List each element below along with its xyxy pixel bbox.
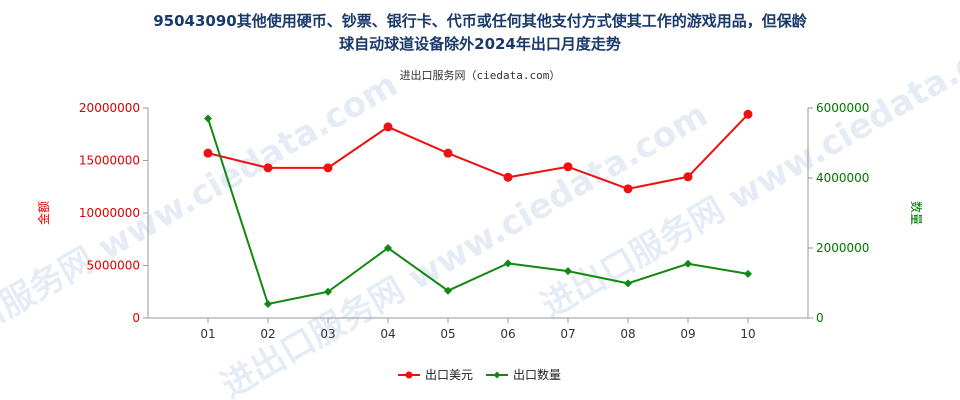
y-axis-right-label: 数量 (909, 201, 924, 225)
data-point-quantity (324, 287, 332, 296)
data-point-quantity (564, 267, 572, 276)
data-point-usd (563, 162, 573, 172)
chart-title-line2: 球自动球道设备除外2024年出口月度走势 (339, 35, 621, 53)
y-right-tick-label: 0 (816, 311, 824, 325)
data-point-usd (323, 163, 333, 173)
legend-marker (405, 371, 413, 379)
axes-group: 0 5000000 10000000 15000000 20000000 0 2000000… (79, 101, 870, 341)
x-tick-label: 01 (200, 327, 215, 341)
x-tick-label: 07 (560, 327, 575, 341)
series-line-left (207, 113, 749, 190)
x-tick-label: 05 (440, 327, 455, 341)
data-point-quantity (744, 269, 752, 278)
series-layer (203, 109, 753, 308)
x-tick-label: 10 (740, 327, 755, 341)
y-right-tick-label: 4000000 (816, 171, 869, 185)
data-point-quantity (624, 279, 632, 288)
legend: 出口美元 出口数量 (398, 367, 561, 382)
chart-title-line1: 95043090其他使用硬币、钞票、银行卡、代币或任何其他支付方式使其工作的游戏… (153, 12, 808, 30)
y-left-tick-label: 20000000 (79, 101, 140, 115)
data-point-quantity (204, 114, 212, 123)
series-line-right (207, 118, 749, 306)
data-point-usd (443, 148, 453, 158)
data-point-quantity (504, 259, 512, 268)
data-point-usd (383, 122, 393, 132)
legend-label: 出口数量 (513, 367, 561, 382)
y-left-tick-label: 15000000 (79, 154, 140, 168)
y-right-tick-label: 2000000 (816, 241, 869, 255)
legend-item: 出口数量 (486, 367, 561, 382)
x-tick-label: 04 (380, 327, 395, 341)
chart-subtitle: 进出口服务网（ciedata.com） (400, 68, 561, 82)
y-left-tick-label: 10000000 (79, 206, 140, 220)
y-right-tick-label: 6000000 (816, 101, 869, 115)
data-point-usd (683, 172, 693, 182)
y-left-tick-label: 5000000 (87, 259, 140, 273)
data-point-usd (623, 184, 633, 194)
data-point-usd (503, 172, 513, 182)
data-point-usd (203, 148, 213, 158)
x-tick-label: 02 (260, 327, 275, 341)
data-point-usd (743, 109, 753, 119)
y-left-tick-label: 0 (132, 311, 140, 325)
legend-marker (493, 371, 501, 379)
x-tick-label: 03 (320, 327, 335, 341)
x-tick-label: 08 (620, 327, 635, 341)
data-point-quantity (684, 259, 692, 268)
data-point-quantity (384, 244, 392, 252)
data-point-quantity (444, 286, 452, 295)
x-tick-label: 09 (680, 327, 695, 341)
data-point-usd (263, 163, 273, 173)
legend-item: 出口美元 (398, 368, 473, 382)
legend-label: 出口美元 (425, 368, 473, 382)
data-point-quantity (264, 300, 272, 308)
y-axis-left-label: 金额 (36, 201, 51, 225)
x-tick-label: 06 (500, 327, 515, 341)
